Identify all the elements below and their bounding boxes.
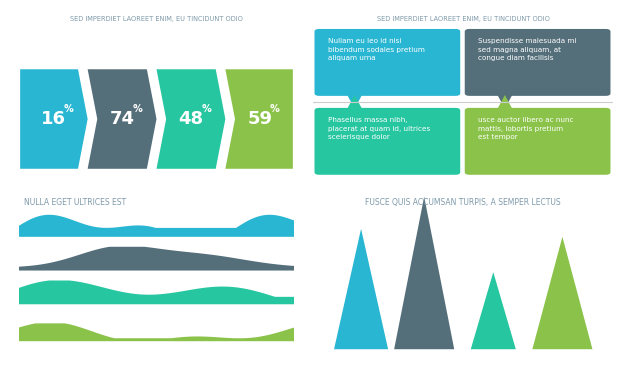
Polygon shape bbox=[394, 197, 454, 349]
Text: SED IMPERDIET LAOREET ENIM, EU TINCIDUNT ODIO: SED IMPERDIET LAOREET ENIM, EU TINCIDUNT… bbox=[70, 16, 243, 22]
Text: usce auctor libero ac nunc
mattis, lobortis pretium
est tempor: usce auctor libero ac nunc mattis, lobor… bbox=[478, 117, 574, 140]
Polygon shape bbox=[334, 229, 388, 349]
Text: 59: 59 bbox=[247, 110, 272, 128]
Text: NULLA EGET ULTRICES EST: NULLA EGET ULTRICES EST bbox=[24, 198, 126, 207]
Text: %: % bbox=[63, 104, 73, 114]
Polygon shape bbox=[19, 323, 294, 341]
Text: %: % bbox=[132, 104, 142, 114]
Polygon shape bbox=[496, 95, 513, 111]
Polygon shape bbox=[20, 69, 88, 169]
Text: %: % bbox=[201, 104, 211, 114]
FancyBboxPatch shape bbox=[464, 108, 610, 175]
Polygon shape bbox=[88, 69, 156, 169]
Text: Phasellus massa nibh,
placerat at quam id, ultrices
scelerisque dolor: Phasellus massa nibh, placerat at quam i… bbox=[328, 117, 430, 140]
FancyBboxPatch shape bbox=[314, 29, 460, 96]
Polygon shape bbox=[19, 215, 294, 237]
Polygon shape bbox=[496, 93, 513, 109]
Polygon shape bbox=[19, 247, 294, 270]
Text: SED IMPERDIET LAOREET ENIM, EU TINCIDUNT ODIO: SED IMPERDIET LAOREET ENIM, EU TINCIDUNT… bbox=[377, 16, 550, 22]
Polygon shape bbox=[532, 237, 592, 349]
Polygon shape bbox=[156, 69, 225, 169]
FancyBboxPatch shape bbox=[464, 29, 610, 96]
FancyBboxPatch shape bbox=[314, 108, 460, 175]
Text: 74: 74 bbox=[110, 110, 135, 128]
Text: 16: 16 bbox=[41, 110, 66, 128]
Text: Nullam eu leo id nisi
bibendum sodales pretium
aliquam urna: Nullam eu leo id nisi bibendum sodales p… bbox=[328, 38, 425, 61]
Text: 48: 48 bbox=[178, 110, 203, 128]
Text: %: % bbox=[270, 104, 280, 114]
Polygon shape bbox=[225, 69, 293, 169]
Polygon shape bbox=[471, 272, 516, 349]
Polygon shape bbox=[346, 95, 363, 111]
Text: Suspendisse malesuada mi
sed magna aliquam, at
congue diam facilisis: Suspendisse malesuada mi sed magna aliqu… bbox=[478, 38, 577, 61]
Text: FUSCE QUIS ACCUMSAN TURPIS, A SEMPER LECTUS: FUSCE QUIS ACCUMSAN TURPIS, A SEMPER LEC… bbox=[366, 198, 561, 207]
Polygon shape bbox=[19, 280, 294, 304]
Polygon shape bbox=[346, 93, 363, 109]
